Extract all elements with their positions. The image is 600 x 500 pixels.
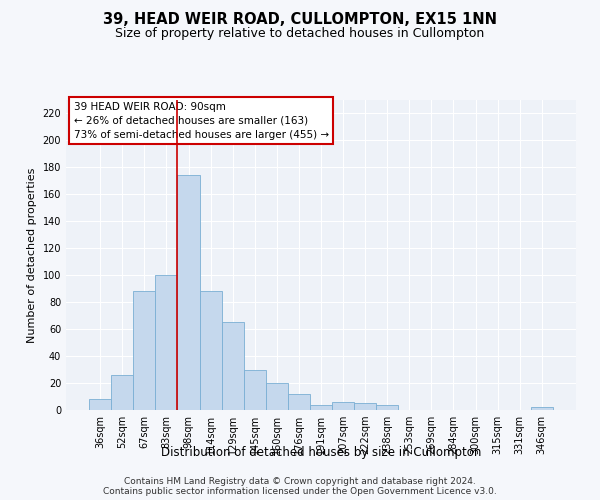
Bar <box>178 176 200 410</box>
Bar <box>200 292 221 410</box>
Bar <box>310 404 332 410</box>
Bar <box>332 402 354 410</box>
Bar <box>221 322 244 410</box>
Text: Size of property relative to detached houses in Cullompton: Size of property relative to detached ho… <box>115 28 485 40</box>
Text: 39, HEAD WEIR ROAD, CULLOMPTON, EX15 1NN: 39, HEAD WEIR ROAD, CULLOMPTON, EX15 1NN <box>103 12 497 28</box>
Bar <box>244 370 266 410</box>
Bar <box>111 375 133 410</box>
Bar <box>89 399 111 410</box>
Bar <box>133 292 155 410</box>
Bar <box>266 383 288 410</box>
Bar <box>376 404 398 410</box>
Text: Contains public sector information licensed under the Open Government Licence v3: Contains public sector information licen… <box>103 488 497 496</box>
Text: 39 HEAD WEIR ROAD: 90sqm
← 26% of detached houses are smaller (163)
73% of semi-: 39 HEAD WEIR ROAD: 90sqm ← 26% of detach… <box>74 102 329 140</box>
Y-axis label: Number of detached properties: Number of detached properties <box>27 168 37 342</box>
Bar <box>288 394 310 410</box>
Text: Contains HM Land Registry data © Crown copyright and database right 2024.: Contains HM Land Registry data © Crown c… <box>124 476 476 486</box>
Bar <box>531 408 553 410</box>
Bar <box>155 275 178 410</box>
Text: Distribution of detached houses by size in Cullompton: Distribution of detached houses by size … <box>161 446 481 459</box>
Bar <box>354 404 376 410</box>
